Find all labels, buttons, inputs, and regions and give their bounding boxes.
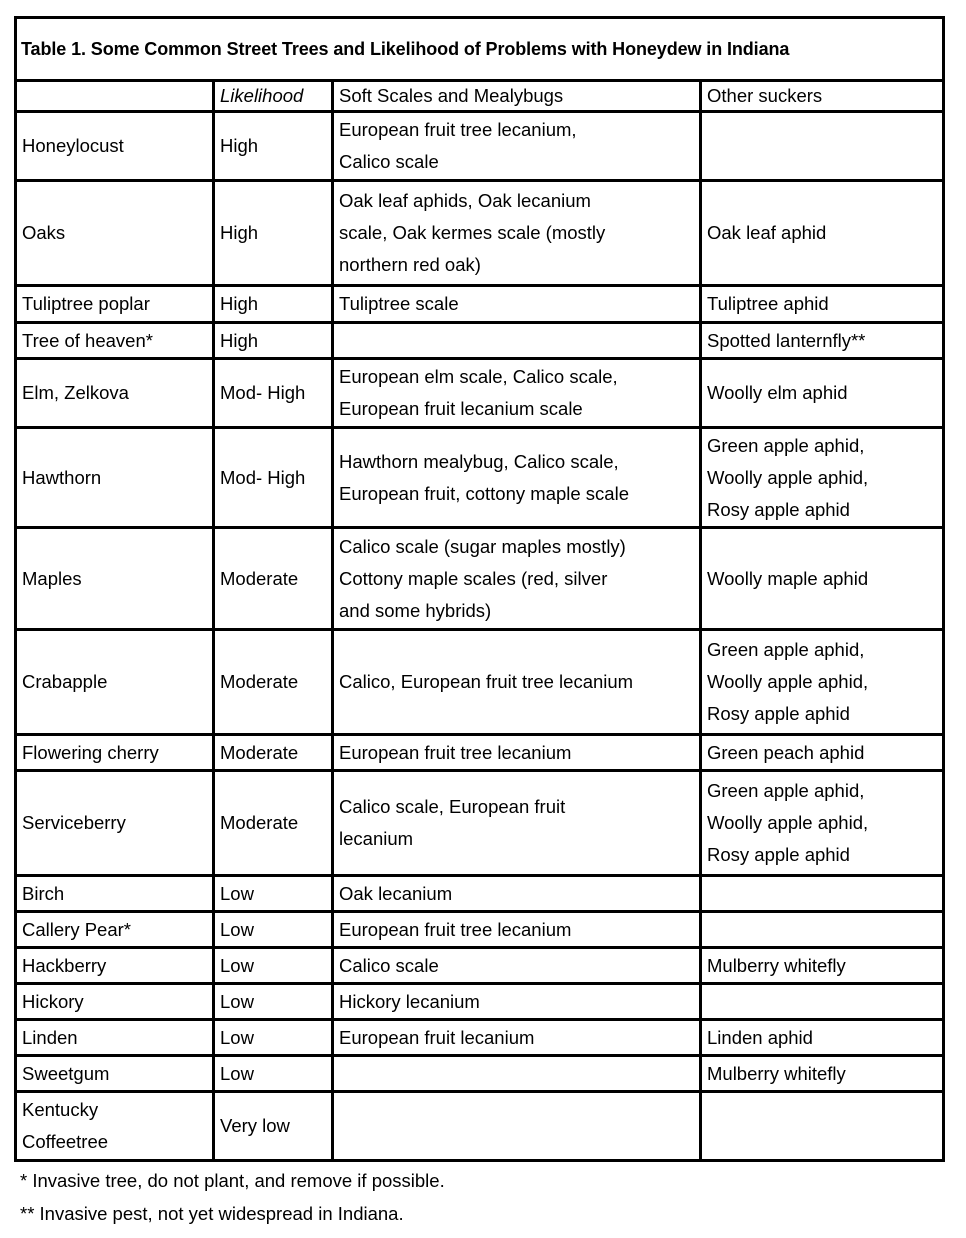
cell-other-suckers: Spotted lanternfly**: [699, 321, 945, 360]
cell-likelihood: Moderate: [212, 769, 334, 877]
cell-soft-scales: Calico scale (sugar maples mostly) Cotto…: [331, 526, 702, 631]
cell-soft-scales: [331, 1090, 702, 1162]
cell-tree: Tree of heaven*: [14, 321, 215, 360]
cell-other-suckers: Linden aphid: [699, 1018, 945, 1057]
cell-likelihood: Low: [212, 982, 334, 1021]
cell-likelihood: Very low: [212, 1090, 334, 1162]
table-row: Maples Moderate Calico scale (sugar maples…: [14, 526, 945, 631]
cell-likelihood: High: [212, 110, 334, 182]
honeydew-table: Table 1. Some Common Street Trees and Li…: [14, 16, 945, 1162]
cell-soft-scales: Tuliptree scale: [331, 284, 702, 324]
cell-other-suckers: Tuliptree aphid: [699, 284, 945, 324]
cell-likelihood: Low: [212, 874, 334, 913]
cell-tree: Linden: [14, 1018, 215, 1057]
footnote-invasive-tree: * Invasive tree, do not plant, and remov…: [20, 1170, 445, 1191]
table-row: Kentucky Coffeetree Very low: [14, 1090, 945, 1162]
cell-tree: Serviceberry: [14, 769, 215, 877]
table-row: Flowering cherry Moderate European fruit t…: [14, 733, 945, 772]
cell-other-suckers: Woolly elm aphid: [699, 357, 945, 429]
cell-other-suckers: Mulberry whitefly: [699, 1054, 945, 1093]
cell-soft-scales: European fruit tree lecanium, Calico sca…: [331, 110, 702, 182]
table-row: Serviceberry Moderate Calico scale, Europe…: [14, 769, 945, 877]
header-likelihood: Likelihood: [212, 79, 334, 113]
cell-likelihood: Low: [212, 946, 334, 985]
cell-tree: Oaks: [14, 179, 215, 287]
footnote-invasive-pest: ** Invasive pest, not yet widespread in …: [20, 1203, 404, 1224]
cell-soft-scales: European fruit tree lecanium: [331, 910, 702, 949]
cell-likelihood: Mod- High: [212, 357, 334, 429]
cell-likelihood: High: [212, 321, 334, 360]
table-row: Crabapple Moderate Calico, European fruit …: [14, 628, 945, 736]
cell-tree: Callery Pear*: [14, 910, 215, 949]
cell-likelihood: Moderate: [212, 526, 334, 631]
cell-other-suckers: Mulberry whitefly: [699, 946, 945, 985]
table-row: Tree of heaven* High Spotted lanternfly**: [14, 321, 945, 360]
cell-likelihood: Moderate: [212, 628, 334, 736]
table-row: Birch Low Oak lecanium: [14, 874, 945, 913]
cell-other-suckers: Green apple aphid, Woolly apple aphid, R…: [699, 628, 945, 736]
cell-soft-scales: [331, 1054, 702, 1093]
table-row: Tuliptree poplar High Tuliptree scale Tulip…: [14, 284, 945, 324]
cell-other-suckers: [699, 110, 945, 182]
cell-tree: Maples: [14, 526, 215, 631]
cell-tree: Hackberry: [14, 946, 215, 985]
cell-likelihood: High: [212, 179, 334, 287]
cell-other-suckers: [699, 910, 945, 949]
table-row: Elm, Zelkova Mod- High European elm scale,…: [14, 357, 945, 429]
cell-tree: Tuliptree poplar: [14, 284, 215, 324]
cell-soft-scales: European elm scale, Calico scale, Europe…: [331, 357, 702, 429]
cell-other-suckers: Green apple aphid, Woolly apple aphid, R…: [699, 426, 945, 529]
cell-likelihood: Low: [212, 910, 334, 949]
cell-tree: Honeylocust: [14, 110, 215, 182]
cell-likelihood: Moderate: [212, 733, 334, 772]
cell-likelihood: Low: [212, 1018, 334, 1057]
header-soft-scales: Soft Scales and Mealybugs: [331, 79, 702, 113]
cell-other-suckers: Oak leaf aphid: [699, 179, 945, 287]
cell-tree: Crabapple: [14, 628, 215, 736]
cell-likelihood: Low: [212, 1054, 334, 1093]
cell-soft-scales: European fruit lecanium: [331, 1018, 702, 1057]
table-row: Honeylocust High European fruit tree lecan…: [14, 110, 945, 182]
table-title: Table 1. Some Common Street Trees and Li…: [14, 16, 945, 82]
cell-soft-scales: Calico, European fruit tree lecanium: [331, 628, 702, 736]
cell-other-suckers: [699, 874, 945, 913]
table-row: Hackberry Low Calico scale Mulberry whitefl…: [14, 946, 945, 985]
table-row: Sweetgum Low Mulberry whitefly: [14, 1054, 945, 1093]
cell-other-suckers: [699, 1090, 945, 1162]
cell-tree: Elm, Zelkova: [14, 357, 215, 429]
cell-other-suckers: Green peach aphid: [699, 733, 945, 772]
cell-soft-scales: Oak lecanium: [331, 874, 702, 913]
cell-soft-scales: Hickory lecanium: [331, 982, 702, 1021]
cell-tree: Birch: [14, 874, 215, 913]
table-row: Hickory Low Hickory lecanium: [14, 982, 945, 1021]
cell-tree: Hawthorn: [14, 426, 215, 529]
table-row: Hawthorn Mod- High Hawthorn mealybug, Cali…: [14, 426, 945, 529]
cell-soft-scales: European fruit tree lecanium: [331, 733, 702, 772]
table-row: Oaks High Oak leaf aphids, Oak lecanium sc…: [14, 179, 945, 287]
cell-soft-scales: Calico scale: [331, 946, 702, 985]
table-row: Linden Low European fruit lecanium Linden a…: [14, 1018, 945, 1057]
cell-tree: Kentucky Coffeetree: [14, 1090, 215, 1162]
cell-other-suckers: Woolly maple aphid: [699, 526, 945, 631]
cell-soft-scales: Oak leaf aphids, Oak lecanium scale, Oak…: [331, 179, 702, 287]
header-other-suckers: Other suckers: [699, 79, 945, 113]
cell-soft-scales: Calico scale, European fruit lecanium: [331, 769, 702, 877]
cell-soft-scales: Hawthorn mealybug, Calico scale, Europea…: [331, 426, 702, 529]
cell-likelihood: High: [212, 284, 334, 324]
cell-other-suckers: [699, 982, 945, 1021]
cell-soft-scales: [331, 321, 702, 360]
cell-tree: Flowering cherry: [14, 733, 215, 772]
table-row: Callery Pear* Low European fruit tree leca…: [14, 910, 945, 949]
cell-other-suckers: Green apple aphid, Woolly apple aphid, R…: [699, 769, 945, 877]
cell-tree: Hickory: [14, 982, 215, 1021]
cell-likelihood: Mod- High: [212, 426, 334, 529]
header-tree: [14, 79, 215, 113]
cell-tree: Sweetgum: [14, 1054, 215, 1093]
